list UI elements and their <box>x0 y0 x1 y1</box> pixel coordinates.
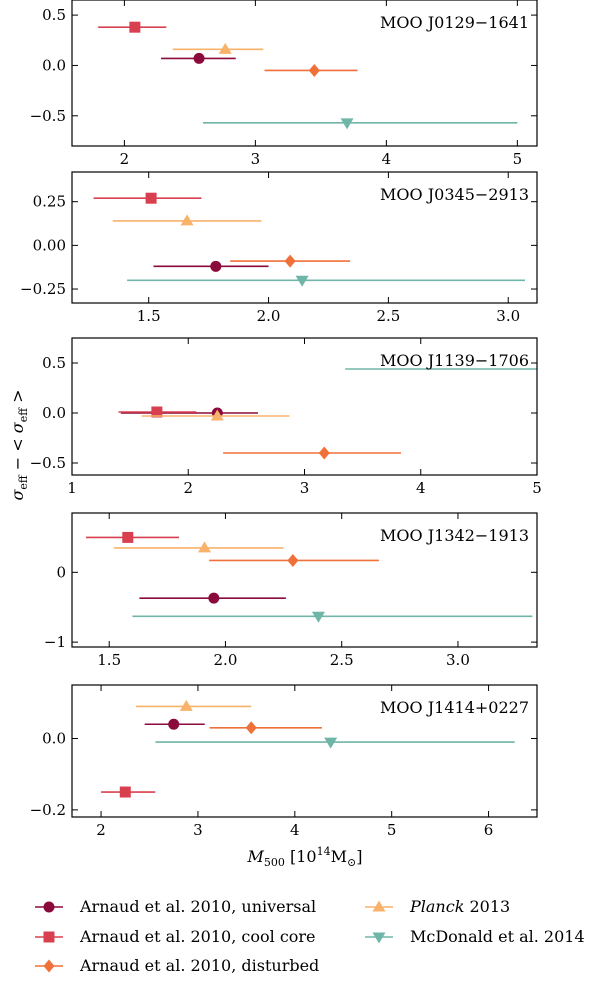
point-cool-core <box>145 192 157 204</box>
y-tick-label: −0.5 <box>30 107 66 125</box>
legend-marker-circle <box>43 901 55 913</box>
y-tick-label: 0.0 <box>42 56 66 74</box>
panel-title: MOO J0345−2913 <box>380 185 529 204</box>
x-tick-label: 4 <box>416 479 426 497</box>
point-disturbed <box>308 63 320 77</box>
panel-title: MOO J1342−1913 <box>380 526 529 545</box>
legend: Arnaud et al. 2010, universal Arnaud et a… <box>35 897 585 975</box>
point-cool-core <box>119 786 131 798</box>
legend-item: McDonald et al. 2014 <box>365 927 585 946</box>
point-planck <box>179 699 193 711</box>
legend-label: Arnaud et al. 2010, disturbed <box>79 956 319 975</box>
plot-frame <box>71 0 538 147</box>
point-mcdonald <box>554 365 567 376</box>
legend-item: Arnaud et al. 2010, universal <box>35 897 316 916</box>
x-tick-label: 1.5 <box>97 651 121 669</box>
y-tick-label: 0.0 <box>42 730 66 748</box>
point-cool-core <box>129 21 141 33</box>
legend-marker-square <box>43 931 55 943</box>
point-disturbed <box>287 553 299 567</box>
legend-item: Arnaud et al. 2010, disturbed <box>35 956 319 975</box>
point-planck <box>180 214 194 226</box>
point-universal <box>193 52 205 64</box>
x-tick-label: 3 <box>300 479 310 497</box>
x-axis-label: M500 [1014M⊙] <box>247 845 363 869</box>
data-layer <box>118 365 567 460</box>
panel-title: MOO J1414+0227 <box>380 698 529 717</box>
point-mcdonald <box>311 611 325 623</box>
x-tick-label: 2.0 <box>214 651 238 669</box>
y-tick-label: −0.25 <box>20 280 66 298</box>
point-universal <box>208 592 220 604</box>
x-tick-label: 2.5 <box>376 307 400 325</box>
legend-label: Planck 2013 <box>409 897 510 916</box>
y-tick-label: −1 <box>44 633 66 651</box>
y-axis-label: σeff − < σeff > <box>8 389 30 500</box>
data-layer <box>98 21 518 130</box>
point-mcdonald <box>324 737 338 749</box>
point-disturbed <box>245 721 257 735</box>
x-tick-label: 5 <box>513 150 523 168</box>
legend-label: McDonald et al. 2014 <box>410 927 585 946</box>
x-tick-label: 1.5 <box>137 307 161 325</box>
panel-1: 2 3 4 5 0.5 0.0 −0.5 MOO J0129−1641 <box>30 0 538 168</box>
legend-marker-diamond <box>43 959 55 973</box>
x-tick-label: 3 <box>251 150 261 168</box>
plot-frame <box>71 171 538 304</box>
point-planck <box>218 42 232 54</box>
point-mcdonald <box>295 275 309 287</box>
data-layer <box>85 531 533 623</box>
plot-frame <box>71 684 538 818</box>
x-tick-label: 3 <box>193 821 203 839</box>
y-tick-label: 0.25 <box>33 193 66 211</box>
x-tick-label: 6 <box>484 821 494 839</box>
x-tick-label: 2 <box>183 479 193 497</box>
panel-title: MOO J0129−1641 <box>380 13 529 32</box>
panel-title: MOO J1139−1706 <box>380 351 529 370</box>
panel-2: 1.5 2.0 2.5 3.0 0.25 0.00 −0.25 MOO J0345−2913 <box>20 171 538 325</box>
x-tick-label: 2 <box>96 821 106 839</box>
x-tick-label: 2.0 <box>257 307 281 325</box>
point-universal <box>168 718 180 730</box>
x-tick-label: 5 <box>387 821 397 839</box>
point-planck <box>210 409 224 421</box>
data-layer <box>93 192 526 287</box>
legend-item: Arnaud et al. 2010, cool core <box>35 927 316 946</box>
y-tick-label: 0 <box>56 563 66 581</box>
legend-item: Planck 2013 <box>365 897 510 916</box>
y-tick-label: 0.5 <box>42 6 66 24</box>
x-tick-label: 1 <box>67 479 77 497</box>
point-cool-core <box>122 531 134 543</box>
legend-label: Arnaud et al. 2010, cool core <box>79 927 316 946</box>
legend-label: Arnaud et al. 2010, universal <box>79 897 316 916</box>
point-cool-core <box>151 406 163 418</box>
point-universal <box>210 260 222 272</box>
legend-marker-triangle-down <box>372 932 386 944</box>
x-tick-label: 3.0 <box>446 651 470 669</box>
x-tick-label: 5 <box>532 479 542 497</box>
x-tick-label: 4 <box>290 821 300 839</box>
panel-4: 1.5 2.0 2.5 3.0 0 −1 MOO J1342−1913 <box>44 512 538 669</box>
y-tick-label: 0.00 <box>33 236 66 254</box>
y-tick-label: −0.2 <box>30 801 66 819</box>
panel-5: 2 3 4 5 6 0.0 −0.2 MOO J1414+0227 <box>30 684 538 839</box>
x-tick-label: 3.0 <box>496 307 520 325</box>
chart-panels: 2 3 4 5 0.5 0.0 −0.5 MOO J0129−1641 1.5 2.0 2.5 3.0… <box>20 0 567 839</box>
point-mcdonald <box>340 118 354 130</box>
plot-frame <box>71 512 538 648</box>
legend-marker-triangle-up <box>372 900 386 912</box>
y-tick-label: −0.5 <box>30 454 66 472</box>
point-disturbed <box>318 446 330 460</box>
x-tick-label: 2 <box>120 150 130 168</box>
panel-3: 1 2 3 4 5 0.5 0.0 −0.5 MOO J1139−1706 <box>30 337 567 497</box>
y-tick-label: 0.0 <box>42 404 66 422</box>
x-tick-label: 4 <box>382 150 392 168</box>
data-layer <box>101 699 515 798</box>
point-disturbed <box>284 254 296 268</box>
point-planck <box>198 541 212 553</box>
x-tick-label: 2.5 <box>330 651 354 669</box>
y-tick-label: 0.5 <box>42 354 66 372</box>
